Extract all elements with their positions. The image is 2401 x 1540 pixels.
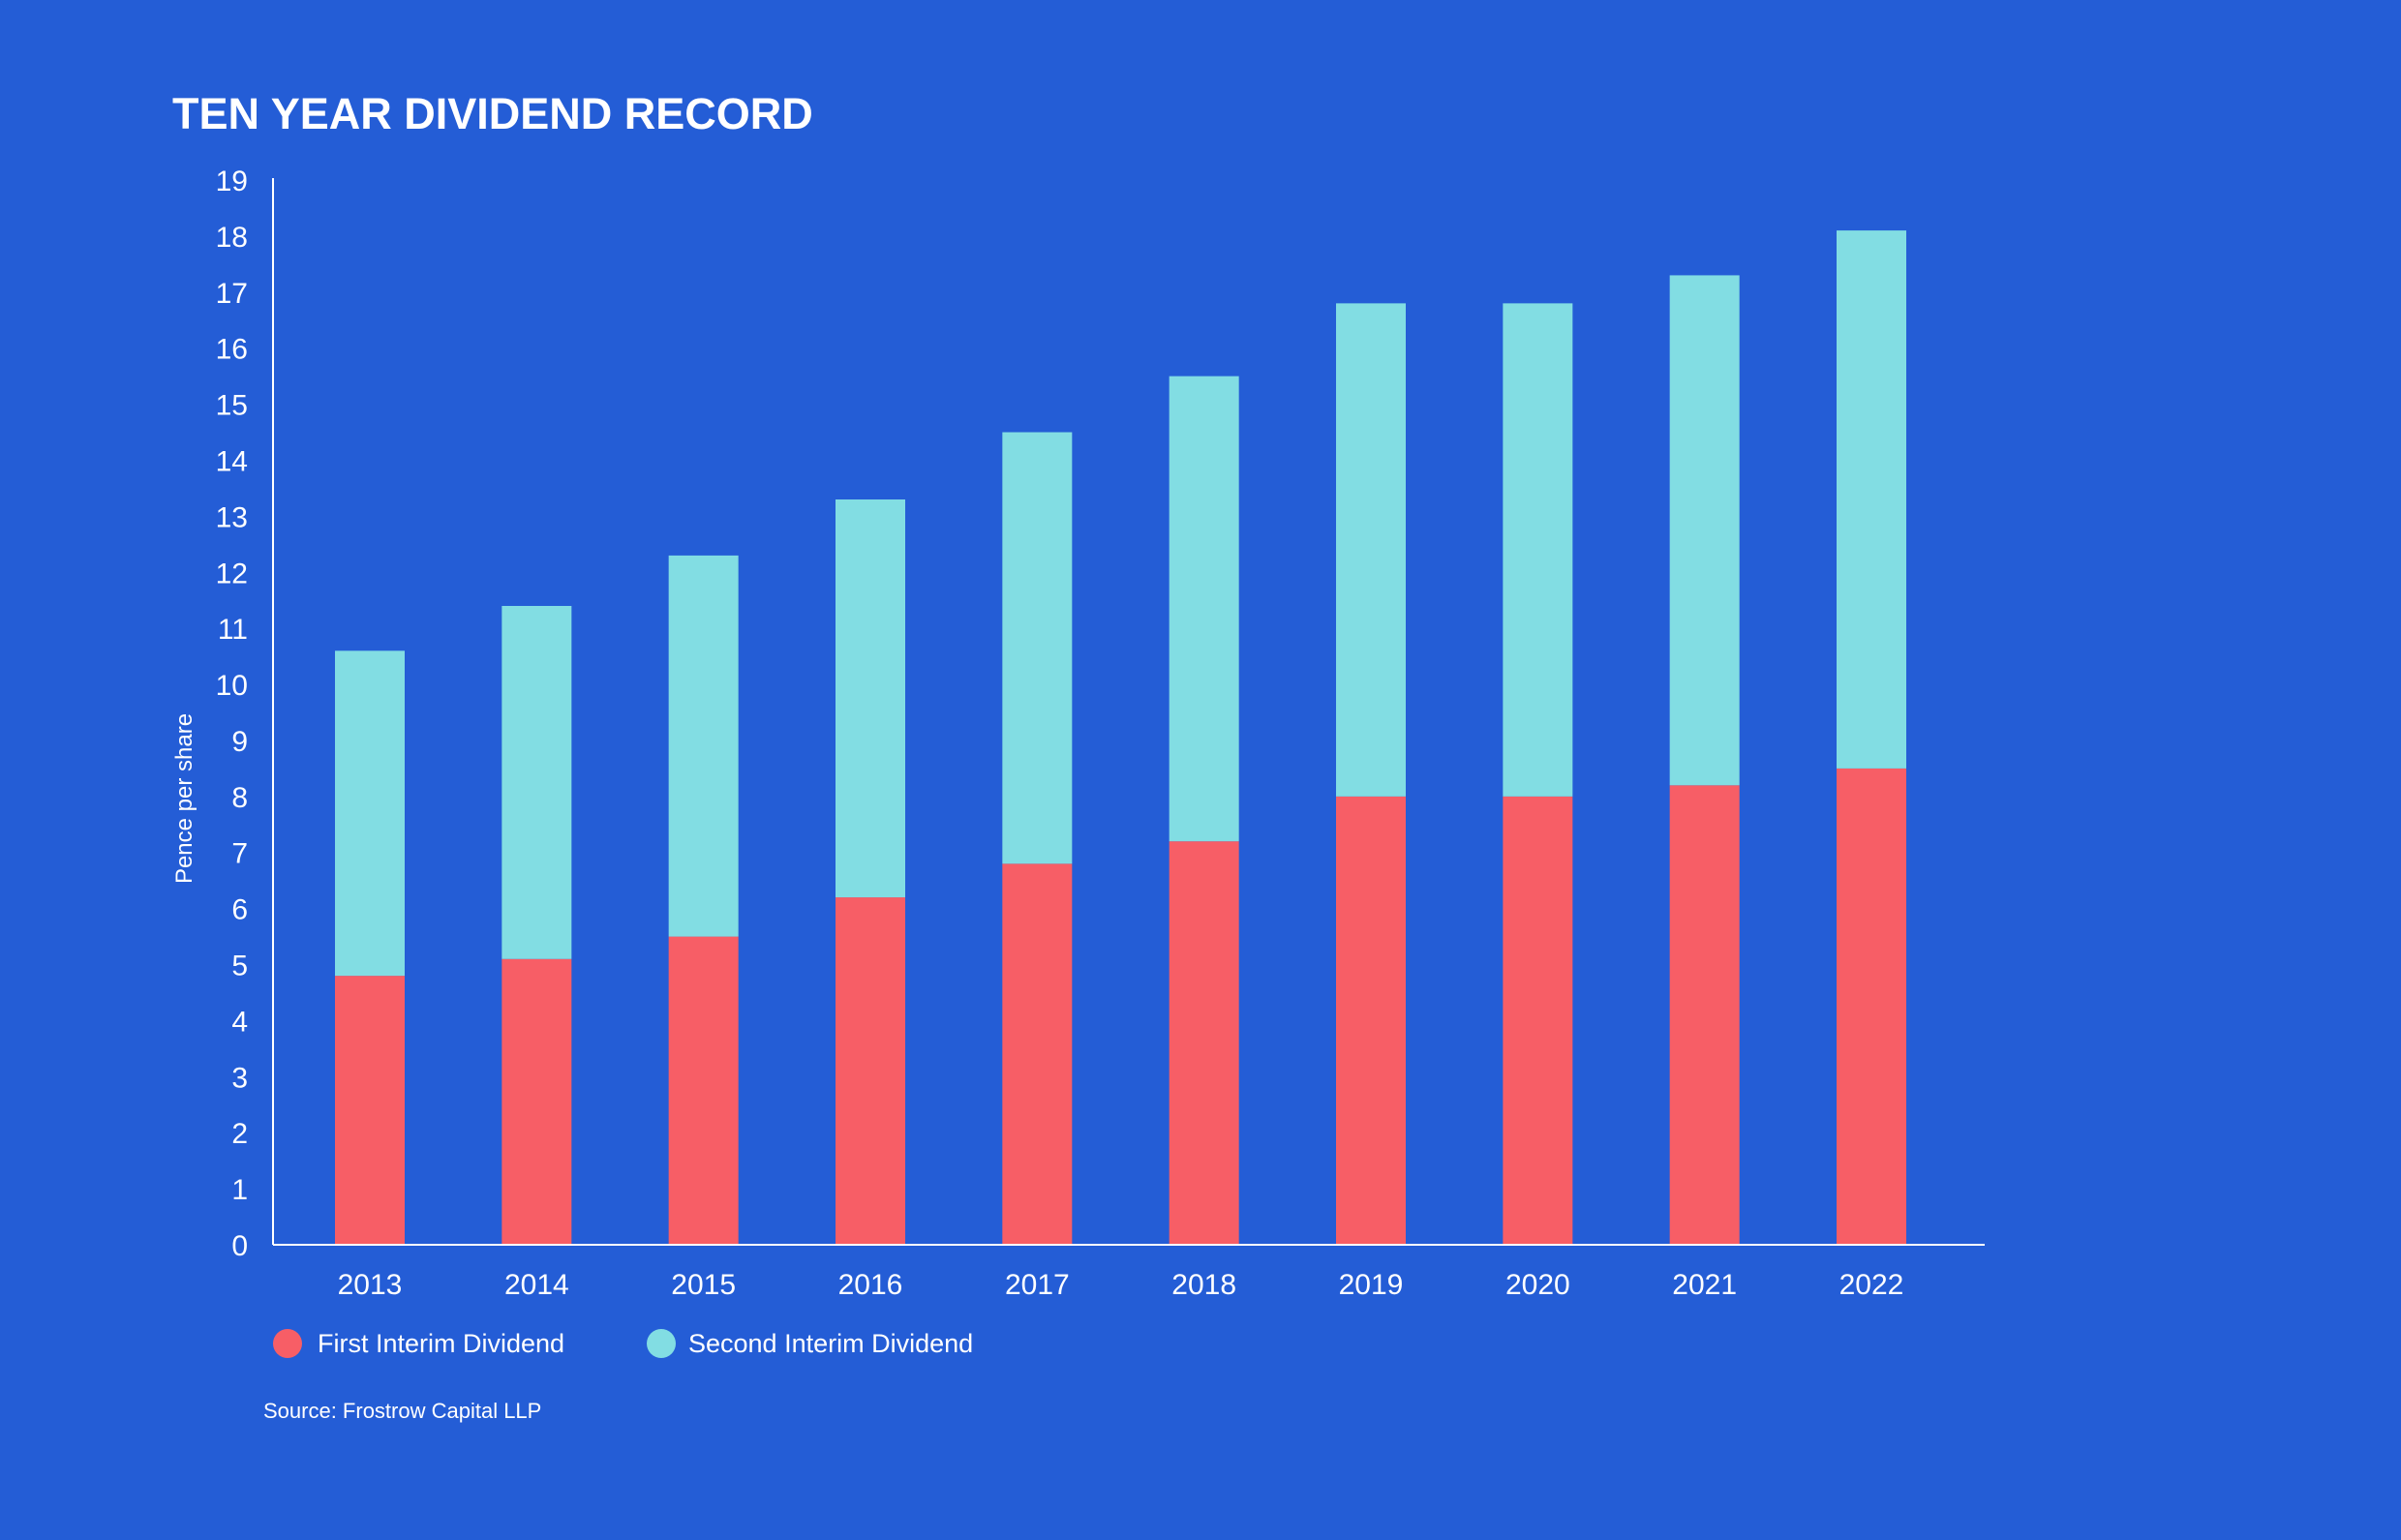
x-tick-label: 2021 — [1672, 1269, 1737, 1301]
y-tick-label: 10 — [216, 670, 248, 702]
y-tick-label: 13 — [216, 501, 248, 533]
x-tick-label: 2018 — [1171, 1269, 1236, 1301]
y-tick-label: 6 — [231, 894, 248, 926]
legend-label: Second Interim Dividend — [688, 1329, 973, 1358]
x-tick-label: 2020 — [1505, 1269, 1570, 1301]
bar-second-interim — [836, 499, 905, 898]
bar-second-interim — [1669, 275, 1740, 786]
y-tick-label: 19 — [216, 166, 248, 197]
bar-first-interim — [1169, 841, 1239, 1245]
y-tick-label: 1 — [231, 1174, 248, 1206]
y-tick-label: 12 — [216, 558, 248, 589]
chart-title: TEN YEAR DIVIDEND RECORD — [172, 89, 813, 138]
bar-first-interim — [335, 976, 405, 1245]
bar-groups — [335, 230, 1906, 1245]
y-tick-label: 9 — [231, 726, 248, 758]
bar-first-interim — [1503, 796, 1573, 1245]
bar-second-interim — [335, 650, 405, 977]
bar-first-interim — [1837, 768, 1906, 1245]
y-tick-label: 17 — [216, 278, 248, 310]
legend: First Interim Dividend Second Interim Div… — [273, 1329, 973, 1358]
y-tick-label: 8 — [231, 782, 248, 814]
bar-first-interim — [501, 958, 572, 1245]
bar-second-interim — [1002, 432, 1073, 864]
bar-first-interim — [836, 897, 905, 1245]
y-tick-label: 3 — [231, 1062, 248, 1094]
y-tick-label: 16 — [216, 334, 248, 366]
bar-first-interim — [1669, 785, 1740, 1245]
y-tick-label: 11 — [218, 614, 248, 646]
legend-swatch — [647, 1329, 676, 1358]
y-tick-label: 18 — [216, 222, 248, 254]
bar-first-interim — [668, 936, 739, 1245]
x-tick-label: 2015 — [671, 1269, 736, 1301]
bar-second-interim — [1169, 376, 1239, 842]
y-tick-label: 0 — [231, 1230, 248, 1262]
bar-second-interim — [1503, 303, 1573, 797]
legend-swatch — [273, 1329, 302, 1358]
source-note: Source: Frostrow Capital LLP — [263, 1399, 541, 1423]
bar-first-interim — [1336, 796, 1406, 1245]
bar-first-interim — [1002, 863, 1073, 1245]
y-tick-label: 7 — [231, 838, 248, 870]
y-tick-label: 15 — [216, 390, 248, 422]
bar-second-interim — [1837, 230, 1906, 769]
y-tick-label: 2 — [231, 1118, 248, 1150]
x-tick-label: 2017 — [1005, 1269, 1070, 1301]
bar-second-interim — [1336, 303, 1406, 797]
legend-label: First Interim Dividend — [318, 1329, 564, 1358]
x-tick-label: 2014 — [504, 1269, 569, 1301]
x-axis-ticks: 2013 2014 2015 2016 2017 2018 2019 2020 2021 2022 — [338, 1269, 1904, 1301]
y-tick-label: 4 — [231, 1006, 248, 1038]
bar-second-interim — [501, 606, 572, 959]
y-tick-label: 14 — [216, 445, 248, 477]
x-tick-label: 2019 — [1339, 1269, 1404, 1301]
y-tick-label: 5 — [231, 951, 248, 982]
x-tick-label: 2022 — [1839, 1269, 1904, 1301]
x-tick-label: 2016 — [838, 1269, 903, 1301]
bar-second-interim — [668, 555, 739, 937]
x-tick-label: 2013 — [338, 1269, 403, 1301]
y-axis-title: Pence per share — [171, 713, 198, 884]
